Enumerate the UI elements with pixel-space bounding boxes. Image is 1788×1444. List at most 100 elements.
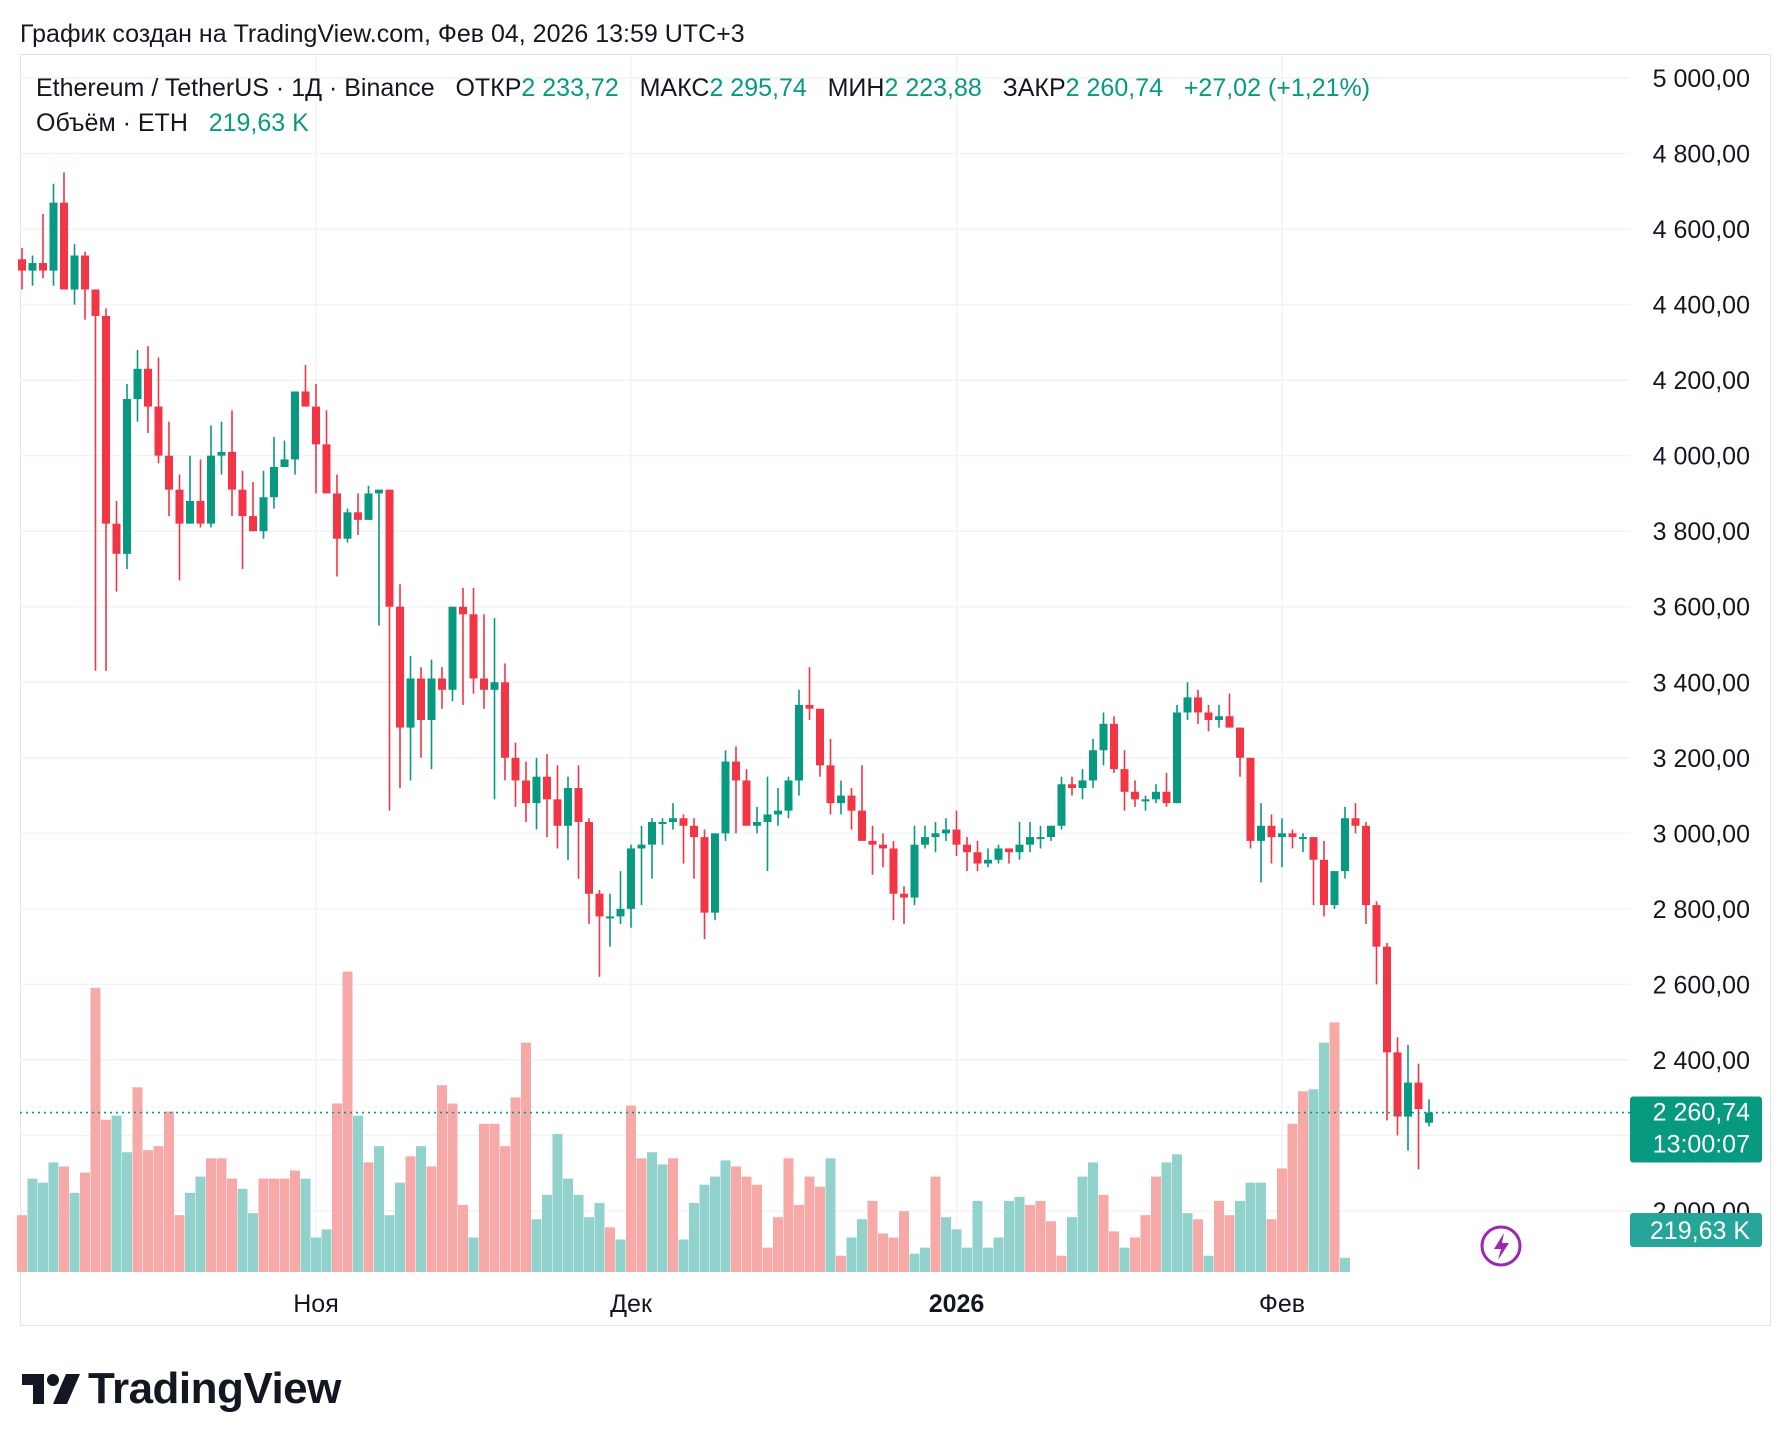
volume-bar xyxy=(815,1186,825,1272)
candle-body xyxy=(385,489,394,607)
volume-bar xyxy=(1014,1196,1025,1272)
volume-bar xyxy=(48,1162,59,1272)
volume-bar xyxy=(185,1192,195,1272)
volume-bar xyxy=(1077,1176,1088,1272)
candle-body xyxy=(952,829,961,845)
volume-bar xyxy=(710,1176,720,1272)
candle-body xyxy=(396,606,404,728)
volume-bar xyxy=(69,1192,80,1272)
volume-bar xyxy=(1245,1182,1256,1272)
candle-body xyxy=(574,788,583,823)
close-label: ЗАКР xyxy=(1002,74,1066,102)
candle-body xyxy=(826,765,835,804)
volume-bar xyxy=(395,1182,405,1272)
volume-bar xyxy=(1004,1200,1014,1272)
y-tick-label: 3 800,00 xyxy=(1653,518,1750,546)
candle-body xyxy=(1225,716,1234,728)
candle-body xyxy=(1236,727,1244,758)
volume-bar xyxy=(573,1194,584,1272)
volume-bar xyxy=(615,1239,626,1272)
volume-bar xyxy=(825,1158,836,1272)
candle-body xyxy=(1257,825,1265,841)
candle-body xyxy=(1089,750,1097,781)
volume-bar xyxy=(1319,1042,1329,1272)
candle-body xyxy=(417,678,425,721)
y-tick-label: 4 600,00 xyxy=(1653,216,1750,244)
volume-bar xyxy=(384,1215,395,1272)
candle-body xyxy=(742,780,751,826)
candlestick-chart[interactable]: 2 000,002 200,002 400,002 600,002 800,00… xyxy=(0,0,1788,1340)
volume-bar xyxy=(993,1237,1004,1272)
volume-bar xyxy=(1308,1089,1319,1272)
volume-bar xyxy=(699,1184,710,1272)
candle-body xyxy=(438,678,446,690)
candle-body xyxy=(522,780,530,804)
y-tick-label: 2 400,00 xyxy=(1653,1047,1750,1075)
volume-bar xyxy=(636,1158,647,1272)
candle-body xyxy=(805,704,814,709)
volume-bar xyxy=(1025,1205,1035,1272)
volume-bar xyxy=(1298,1091,1308,1272)
candle-body xyxy=(1173,712,1181,804)
candle-body xyxy=(511,757,520,781)
candle-body xyxy=(1068,784,1076,789)
high-value: 2 295,74 xyxy=(709,74,807,102)
candle-body xyxy=(795,704,803,781)
volume-bar xyxy=(447,1103,458,1272)
volume-bar xyxy=(531,1219,542,1272)
candle-body xyxy=(648,822,656,845)
volume-bar xyxy=(101,1119,111,1272)
close-value: 2 260,74 xyxy=(1065,74,1163,102)
candle-body xyxy=(1414,1082,1423,1110)
low-value: 2 223,88 xyxy=(884,74,982,102)
volume-bar xyxy=(468,1237,479,1272)
candle-body xyxy=(1204,712,1213,721)
volume-label[interactable]: Объём · ETH xyxy=(36,109,188,137)
candle-body xyxy=(1078,780,1087,789)
volume-bar xyxy=(510,1097,521,1272)
candle-body xyxy=(259,497,268,532)
candle-body xyxy=(1131,791,1139,800)
volume-bar xyxy=(626,1105,636,1272)
volume-bar xyxy=(1329,1022,1340,1272)
candle-body xyxy=(1341,818,1349,872)
candle-body xyxy=(931,833,940,838)
candle-body xyxy=(900,893,908,898)
symbol-legend: Ethereum / TetherUS · 1Д · Binance ОТКР2… xyxy=(36,74,1370,103)
volume-tag-value: 219,63 K xyxy=(1650,1217,1750,1245)
candle-body xyxy=(207,455,215,524)
volume-bar xyxy=(794,1205,804,1272)
volume-bar xyxy=(983,1247,993,1272)
volume-bar xyxy=(1151,1176,1161,1272)
candle-body xyxy=(637,844,646,849)
candle-body xyxy=(669,818,677,823)
candle-body xyxy=(984,859,992,864)
volume-bar xyxy=(1098,1194,1109,1272)
volume-bar xyxy=(909,1253,920,1272)
volume-bar xyxy=(216,1158,227,1272)
volume-bar xyxy=(773,1217,783,1272)
candle-body xyxy=(721,761,730,834)
y-tick-label: 2 600,00 xyxy=(1653,971,1750,999)
volume-bar xyxy=(1161,1162,1172,1272)
candle-body xyxy=(133,368,142,400)
x-tick-label: 2026 xyxy=(929,1290,985,1318)
symbol-name[interactable]: Ethereum / TetherUS · 1Д · Binance xyxy=(36,74,435,102)
tradingview-logo[interactable]: TradingView xyxy=(22,1364,341,1414)
candle-body xyxy=(1393,1052,1402,1117)
volume-bar xyxy=(237,1188,248,1272)
candle-body xyxy=(595,893,604,917)
volume-bar xyxy=(111,1115,122,1272)
volume-bar xyxy=(846,1237,857,1272)
candle-body xyxy=(963,844,971,853)
y-tick-label: 5 000,00 xyxy=(1653,65,1750,93)
volume-tag-box xyxy=(1630,1213,1762,1247)
volume-bar xyxy=(59,1166,69,1272)
volume-bar xyxy=(899,1211,909,1272)
volume-bar xyxy=(878,1233,888,1272)
volume-bar xyxy=(689,1202,699,1272)
candle-body xyxy=(994,848,1003,860)
chart-frame[interactable] xyxy=(20,54,1771,1326)
candle-body xyxy=(186,500,194,524)
volume-bar xyxy=(1035,1200,1046,1272)
